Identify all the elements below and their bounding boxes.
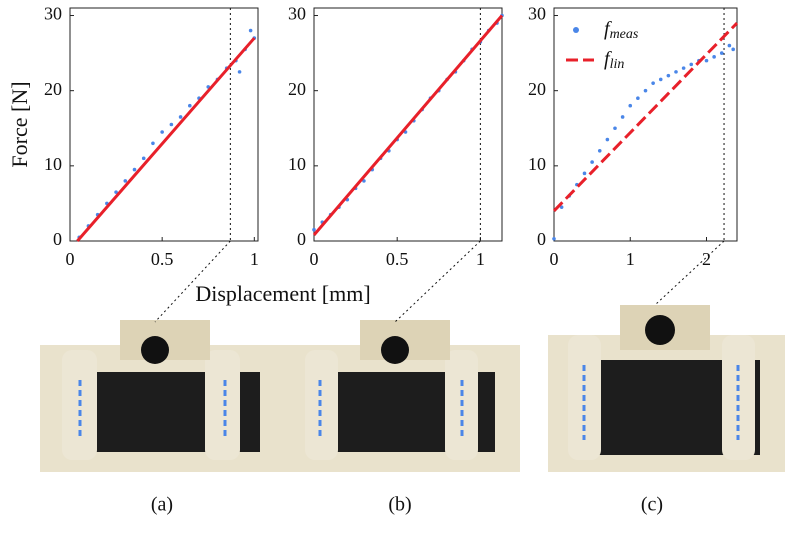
- legend-swatch: [573, 27, 579, 33]
- point: [114, 190, 118, 194]
- legend-name: f: [604, 18, 612, 40]
- point: [651, 81, 655, 85]
- point: [643, 88, 648, 93]
- y-tick-label: 0: [537, 229, 546, 249]
- y-tick-label: 30: [288, 4, 306, 24]
- legend-name: f: [604, 48, 612, 70]
- panel-label: (b): [388, 494, 411, 516]
- x-tick-label: 2: [702, 249, 711, 269]
- point: [666, 73, 671, 78]
- point: [712, 55, 716, 59]
- point: [731, 47, 735, 52]
- y-tick-label: 20: [528, 79, 546, 99]
- x-tick-label: 1: [250, 249, 259, 269]
- point: [620, 115, 625, 119]
- y-axis-label: Force [N]: [7, 81, 32, 167]
- point: [681, 66, 686, 70]
- point: [628, 103, 633, 108]
- fit-line: [552, 21, 739, 212]
- point: [248, 28, 253, 33]
- point: [636, 96, 640, 100]
- point: [169, 122, 174, 127]
- point: [605, 137, 610, 142]
- y-tick-label: 20: [44, 79, 62, 99]
- x-tick-label: 1: [476, 249, 485, 269]
- legend-entry: flin: [604, 48, 624, 73]
- point: [160, 130, 164, 134]
- point: [312, 227, 316, 232]
- point: [123, 179, 128, 183]
- panel-label: (c): [641, 494, 663, 516]
- y-tick-label: 30: [44, 4, 62, 24]
- panel-label: (a): [151, 494, 173, 516]
- point: [559, 205, 564, 209]
- fit-line: [76, 37, 256, 242]
- point: [613, 126, 617, 131]
- point: [237, 70, 242, 74]
- legend-subscript: lin: [610, 57, 625, 72]
- leader-line: [654, 240, 725, 306]
- point: [582, 171, 587, 176]
- y-tick-label: 30: [528, 4, 546, 24]
- point: [552, 236, 556, 241]
- point: [674, 70, 678, 74]
- x-tick-label: 0: [310, 249, 319, 269]
- point: [188, 103, 192, 108]
- point: [151, 141, 155, 146]
- leader-line: [154, 240, 231, 323]
- photo-b: [285, 320, 520, 472]
- plot-frame: [313, 7, 503, 242]
- x-tick-label: 0: [66, 249, 75, 269]
- x-tick-label: 0.5: [151, 249, 174, 269]
- x-tick-label: 1: [626, 249, 635, 269]
- y-tick-label: 0: [297, 229, 306, 249]
- x-axis-label: Displacement [mm]: [195, 281, 370, 306]
- point: [132, 167, 137, 172]
- legend-subscript: meas: [610, 27, 639, 42]
- plot-frame: [553, 7, 738, 242]
- point: [141, 156, 146, 161]
- fit-line: [312, 14, 504, 236]
- x-tick-label: 0.5: [386, 249, 409, 269]
- photo-c: [548, 305, 785, 472]
- point: [719, 51, 724, 55]
- point: [597, 149, 602, 153]
- y-tick-label: 20: [288, 79, 306, 99]
- point: [658, 77, 663, 82]
- legend-entry: fmeas: [604, 18, 639, 43]
- photos: [40, 305, 785, 472]
- plot-frame: [69, 7, 259, 242]
- point: [704, 58, 709, 63]
- photo-a: [40, 320, 285, 472]
- y-tick-label: 10: [44, 154, 62, 174]
- point: [590, 160, 594, 164]
- x-tick-label: 0: [550, 249, 559, 269]
- y-tick-label: 0: [53, 229, 62, 249]
- y-tick-label: 10: [528, 154, 546, 174]
- y-tick-label: 10: [288, 154, 306, 174]
- point: [178, 115, 183, 119]
- point: [727, 43, 732, 48]
- point: [689, 62, 694, 67]
